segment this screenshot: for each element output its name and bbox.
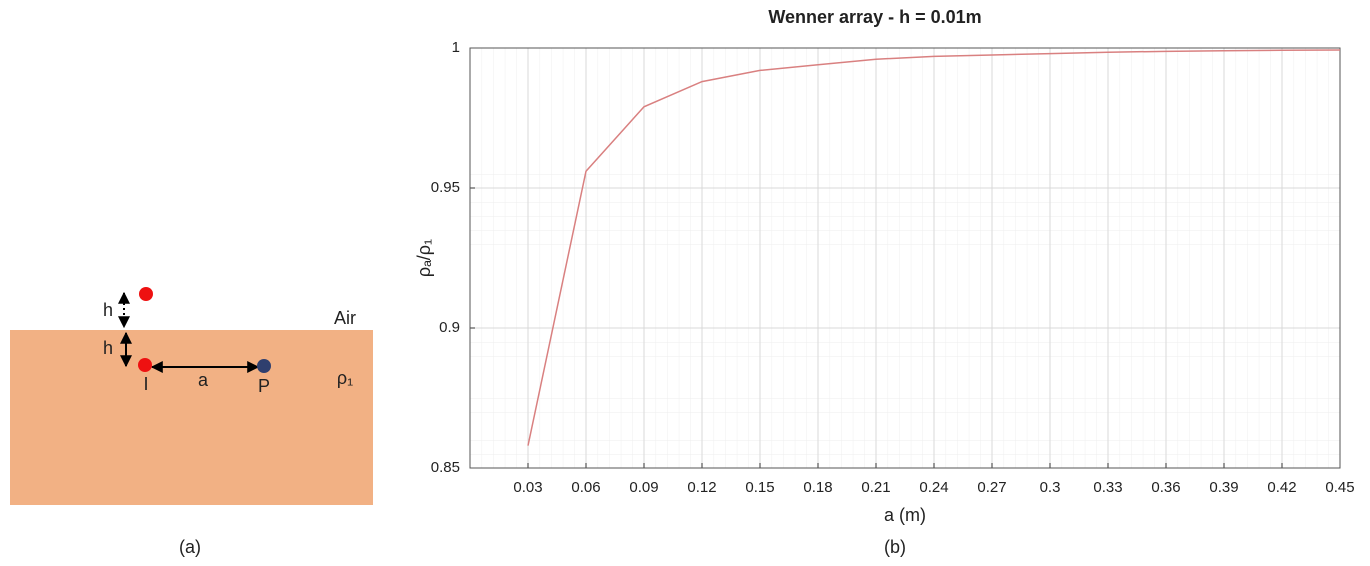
x-tick-label: 0.15	[745, 479, 774, 496]
x-tick-label: 0.03	[513, 479, 542, 496]
h-label: h	[103, 300, 113, 320]
x-tick-label: 0.39	[1209, 479, 1238, 496]
x-tick-label: 0.21	[861, 479, 890, 496]
y-tick-label: 0.85	[431, 459, 460, 476]
x-tick-label: 0.12	[687, 479, 716, 496]
y-tick-label: 1	[452, 39, 460, 56]
x-axis-label: a (m)	[884, 505, 926, 525]
plot-frame	[469, 47, 1341, 469]
air-label: Air	[334, 308, 356, 328]
y-axis-label: ρₐ/ρ₁	[414, 239, 434, 277]
x-tick-label: 0.24	[919, 479, 948, 496]
h-label: h	[103, 338, 113, 358]
data-line	[527, 49, 1341, 446]
x-tick-label: 0.27	[977, 479, 1006, 496]
ground	[10, 330, 373, 505]
chart-title: Wenner array - h = 0.01m	[768, 7, 981, 27]
x-tick-label: 0.45	[1325, 479, 1354, 496]
x-tick-label: 0.09	[629, 479, 658, 496]
probe	[257, 359, 271, 373]
x-tick-label: 0.42	[1267, 479, 1296, 496]
y-tick-label: 0.95	[431, 179, 460, 196]
y-tick-label: 0.9	[439, 319, 460, 336]
current-source	[138, 358, 152, 372]
caption: (a)	[179, 537, 201, 557]
x-tick-label: 0.3	[1040, 479, 1061, 496]
spacing-label: a	[198, 370, 209, 390]
image-source	[139, 287, 153, 301]
x-tick-label: 0.18	[803, 479, 832, 496]
probe-label: P	[258, 376, 270, 396]
plot-area	[470, 48, 1340, 468]
x-tick-label: 0.33	[1093, 479, 1122, 496]
caption: (b)	[884, 537, 906, 557]
x-tick-label: 0.36	[1151, 479, 1180, 496]
diagram: h h Air I a P ρ₁	[10, 287, 373, 505]
source-label: I	[143, 374, 148, 394]
x-tick-label: 0.06	[571, 479, 600, 496]
resistivity-label: ρ₁	[337, 368, 353, 388]
